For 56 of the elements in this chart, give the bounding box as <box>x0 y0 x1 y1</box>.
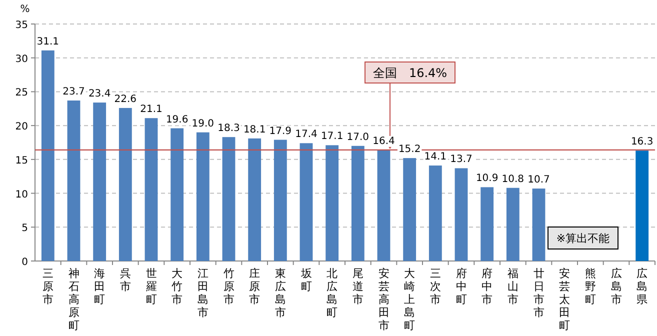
data-label: 10.8 <box>502 174 524 185</box>
y-tick-label: 10 <box>15 189 28 200</box>
x-tick-label: 尾道市 <box>352 267 364 306</box>
x-tick-label: 府中市 <box>482 267 493 306</box>
x-tick-label: 竹原市 <box>223 267 234 306</box>
x-tick-label: 坂町 <box>300 267 312 293</box>
x-tick-label: 熊野町 <box>584 267 596 306</box>
data-label: 13.7 <box>450 154 472 166</box>
data-label: 18.3 <box>218 123 240 134</box>
y-tick-label: 25 <box>15 88 28 99</box>
x-tick-label: 府中町 <box>456 267 467 306</box>
data-label: 19.6 <box>166 114 188 126</box>
x-tick-label: 江田島市 <box>197 267 208 319</box>
x-tick-label: 安芸太田町 <box>559 267 570 332</box>
data-label: 10.9 <box>476 173 498 184</box>
data-label: 14.1 <box>424 152 447 163</box>
data-label: 18.1 <box>243 124 266 136</box>
y-tick-label: 0 <box>22 257 28 268</box>
data-label: 22.6 <box>114 94 137 105</box>
y-tick-label: 20 <box>15 122 28 133</box>
data-label: 16.4 <box>372 136 395 147</box>
x-tick-label: 安芸高田市 <box>378 267 390 332</box>
data-label: 17.1 <box>320 131 344 142</box>
y-tick-label: 35 <box>15 20 28 31</box>
x-tick-label: 大竹市 <box>172 267 183 306</box>
x-tick-label: 海田町 <box>94 267 106 306</box>
data-label: 31.1 <box>36 36 60 48</box>
x-tick-label: 広島市 <box>610 267 622 306</box>
data-label: 10.7 <box>528 174 550 186</box>
x-tick-label: 三次市 <box>430 267 441 306</box>
data-label: 15.2 <box>398 144 421 156</box>
annotation: ※算出不能 <box>556 232 610 245</box>
data-label: 23.7 <box>62 86 85 98</box>
x-tick-label: 東広島市 <box>274 267 286 319</box>
x-tick-label: 神石高原町 <box>68 267 80 332</box>
x-tick-label: 廿日市市 <box>533 267 544 319</box>
x-tick-label: 大崎上島町 <box>404 267 416 332</box>
x-tick-label: 世羅町 <box>146 267 157 306</box>
x-tick-label: 呉市 <box>120 267 131 293</box>
y-tick-label: 5 <box>22 223 28 234</box>
x-tick-label: 広島県 <box>636 267 648 306</box>
data-label: 23.4 <box>88 88 111 100</box>
data-label: 21.1 <box>140 104 162 116</box>
x-tick-label: 三原市 <box>42 267 54 306</box>
x-tick-label: 庄原市 <box>249 267 260 306</box>
data-label: 17.9 <box>269 126 292 137</box>
data-label: 16.3 <box>630 136 654 148</box>
data-label: 17.0 <box>346 132 370 143</box>
x-tick-label: 北広島町 <box>326 267 338 319</box>
x-tick-label: 福山市 <box>507 267 518 306</box>
data-label: 19.0 <box>192 118 214 130</box>
data-label: 17.4 <box>295 129 318 140</box>
y-tick-label: 30 <box>15 54 28 65</box>
y-axis-title: % <box>20 4 30 15</box>
ref-line-label: 全国 16.4% <box>372 66 448 80</box>
y-tick-label: 15 <box>15 155 28 166</box>
